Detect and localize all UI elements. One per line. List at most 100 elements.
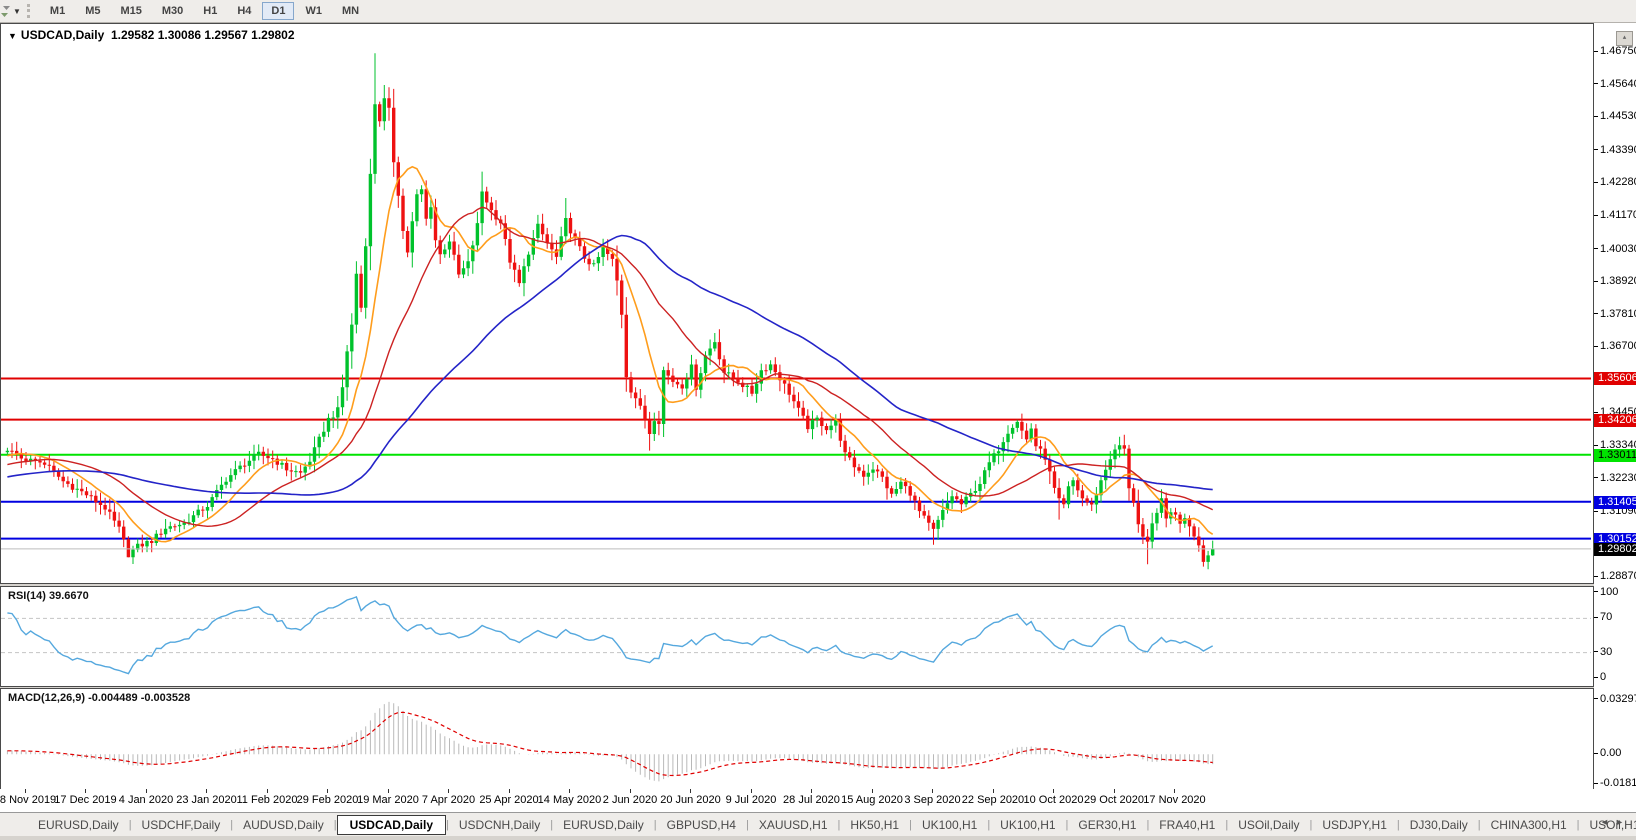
- tab-separator: |: [1396, 818, 1400, 831]
- date-axis-label[interactable]: 7 Apr 2020: [421, 794, 476, 806]
- axis-tick-mark: [1594, 591, 1598, 593]
- date-axis-label[interactable]: 28 Nov 2019: [0, 794, 57, 806]
- chart-tab-usoil-daily[interactable]: USOil,Daily: [1238, 817, 1300, 832]
- rsi-panel[interactable]: RSI(14) 39.6670: [0, 586, 1594, 687]
- axis-tick-mark: [1594, 115, 1598, 117]
- date-axis-label[interactable]: 25 Apr 2020: [479, 794, 539, 806]
- price-axis-label: 1.32230: [1594, 472, 1636, 484]
- rsi-axis-label: 70: [1594, 611, 1612, 623]
- price-axis-label: 1.41170: [1594, 209, 1636, 221]
- macd-panel[interactable]: MACD(12,26,9) -0.004489 -0.003528: [0, 688, 1594, 790]
- hline-price-badge[interactable]: 1.33011: [1594, 448, 1636, 462]
- chart-tab-ger30-h1[interactable]: GER30,H1: [1078, 817, 1137, 832]
- chart-tab-fra40-h1[interactable]: FRA40,H1: [1159, 817, 1216, 832]
- rsi-axis-label: 0: [1594, 671, 1606, 683]
- timeframe-button-m15[interactable]: M15: [120, 5, 142, 17]
- timeframe-button-m30[interactable]: M30: [161, 5, 184, 17]
- macd-canvas: [6, 701, 1214, 782]
- date-axis-label[interactable]: 9 Jul 2020: [725, 794, 777, 806]
- chart-tab-usoil-h1[interactable]: USOil,H1: [1589, 817, 1636, 832]
- tab-separator: |: [446, 818, 449, 831]
- date-axis-label[interactable]: 20 Jun 2020: [660, 794, 721, 806]
- price-axis[interactable]: ▴ 1.46750 1.45640 1.44530 1.43390 1.42280 1.4…: [1594, 23, 1636, 789]
- price-chart-canvas[interactable]: [1, 24, 1591, 581]
- hline-price-badge[interactable]: 1.34206: [1594, 413, 1636, 427]
- tab-scroll-left-icon[interactable]: ◄: [1600, 817, 1616, 827]
- chart-tab-xauusd-h1[interactable]: XAUUSD,H1: [758, 817, 828, 832]
- date-axis-tick-mark: [871, 789, 873, 793]
- date-axis-tick-mark: [690, 789, 692, 793]
- timeframe-button-w1[interactable]: W1: [305, 5, 322, 17]
- date-axis-label[interactable]: 19 Mar 2020: [357, 794, 419, 806]
- axis-tick-mark: [1594, 444, 1598, 446]
- chart-tab-eurusd-daily[interactable]: EURUSD,Daily: [563, 817, 644, 832]
- date-axis-label[interactable]: 23 Jan 2020: [176, 794, 237, 806]
- axis-tick-mark: [1594, 698, 1598, 700]
- price-axis-label: 1.44530: [1594, 110, 1636, 122]
- axis-tick-mark: [1594, 182, 1598, 184]
- quote-close: 1.29802: [251, 28, 295, 42]
- date-axis-label[interactable]: 4 Jan 2020: [118, 794, 174, 806]
- tab-separator: |: [1309, 818, 1313, 831]
- axis-scroll-button[interactable]: ▴: [1616, 31, 1633, 46]
- current-price-badge[interactable]: 1.29802: [1594, 542, 1636, 556]
- date-axis-label[interactable]: 3 Sep 2020: [904, 794, 961, 806]
- ma-slow-line: [7, 234, 1213, 496]
- date-axis-tick-mark: [25, 789, 26, 793]
- timeframe-button-h1[interactable]: H1: [203, 5, 218, 17]
- chart-tab-usdcad-daily[interactable]: USDCAD,Daily: [336, 814, 446, 835]
- symbol-dropdown-icon[interactable]: ▼: [8, 31, 17, 41]
- chart-tab-dj30-daily[interactable]: DJ30,Daily: [1409, 817, 1468, 832]
- chart-tab-uk100-h1[interactable]: UK100,H1: [921, 817, 978, 832]
- rsi-axis-label: 30: [1594, 646, 1612, 658]
- axis-tick-mark: [1594, 651, 1598, 653]
- chart-tab-usdjpy-h1[interactable]: USDJPY,H1: [1322, 817, 1387, 832]
- quote-low: 1.29567: [204, 28, 248, 42]
- date-axis-label[interactable]: 14 May 2020: [537, 794, 602, 806]
- rsi-label: RSI(14) 39.6670: [8, 590, 89, 602]
- tab-scroll-right-icon[interactable]: ►: [1615, 817, 1630, 827]
- main-chart-panel[interactable]: ▼ USDCAD,Daily 1.29582 1.30086 1.29567 1.…: [0, 23, 1594, 584]
- date-axis-label[interactable]: 29 Oct 2020: [1084, 794, 1144, 806]
- hline-price-badge[interactable]: 1.35606: [1594, 372, 1636, 386]
- rsi-axis-label: 100: [1594, 586, 1618, 598]
- chart-tab-usdcnh-daily[interactable]: USDCNH,Daily: [458, 817, 541, 832]
- timeframe-button-h4[interactable]: H4: [237, 5, 252, 17]
- timeframe-button-d1[interactable]: D1: [262, 2, 295, 20]
- chart-tab-china300-h1[interactable]: CHINA300,H1: [1490, 817, 1567, 832]
- chart-tab-eurusd-daily[interactable]: EURUSD,Daily: [38, 817, 119, 832]
- date-axis-tick-mark: [448, 789, 450, 793]
- date-axis-label[interactable]: 22 Sep 2020: [961, 794, 1025, 806]
- chart-tab-hk50-h1[interactable]: HK50,H1: [850, 817, 900, 832]
- date-axis[interactable]: 28 Nov 2019 17 Dec 2019 4 Jan 2020 23 Jan 2…: [0, 789, 1636, 812]
- price-axis-label: 1.36700: [1594, 340, 1636, 352]
- chart-shift-tool-icon[interactable]: [0, 4, 11, 18]
- timeframe-button-mn[interactable]: MN: [341, 5, 360, 17]
- date-axis-label[interactable]: 29 Feb 2020: [296, 794, 359, 806]
- hline-price-badge[interactable]: 1.30152: [1594, 532, 1636, 546]
- date-axis-label[interactable]: 11 Feb 2020: [236, 794, 298, 806]
- date-axis-label[interactable]: 17 Nov 2020: [1143, 794, 1206, 806]
- hline-price-badge[interactable]: 1.31405: [1594, 495, 1636, 509]
- toolbar-dropdown-arrow-icon[interactable]: ▼: [13, 6, 21, 16]
- quote-open: 1.29582: [110, 28, 155, 42]
- axis-tick-mark: [1594, 149, 1598, 151]
- tab-separator: |: [745, 818, 749, 831]
- candle-bodies-bearish: [10, 98, 1206, 562]
- timeframe-button-m1[interactable]: M1: [49, 5, 66, 17]
- date-axis-label[interactable]: 2 Jun 2020: [602, 794, 658, 806]
- chart-tab-usdchf-daily[interactable]: USDCHF,Daily: [141, 817, 221, 832]
- tab-separator: |: [837, 818, 841, 831]
- date-axis-label[interactable]: 10 Oct 2020: [1023, 794, 1084, 806]
- toolbar-grip[interactable]: [26, 4, 34, 18]
- tab-separator: |: [1576, 818, 1580, 831]
- chart-tab-audusd-daily[interactable]: AUDUSD,Daily: [243, 817, 324, 832]
- date-axis-label[interactable]: 17 Dec 2019: [54, 794, 117, 806]
- date-axis-label[interactable]: 28 Jul 2020: [783, 794, 840, 806]
- date-axis-label[interactable]: 15 Aug 2020: [841, 794, 903, 806]
- chart-tab-gbpusd-h4[interactable]: GBPUSD,H4: [666, 817, 736, 832]
- axis-tick-mark: [1594, 50, 1598, 52]
- timeframe-button-m5[interactable]: M5: [85, 5, 101, 17]
- chart-tab-uk100-h1[interactable]: UK100,H1: [1000, 817, 1056, 832]
- axis-tick-mark: [1594, 575, 1598, 577]
